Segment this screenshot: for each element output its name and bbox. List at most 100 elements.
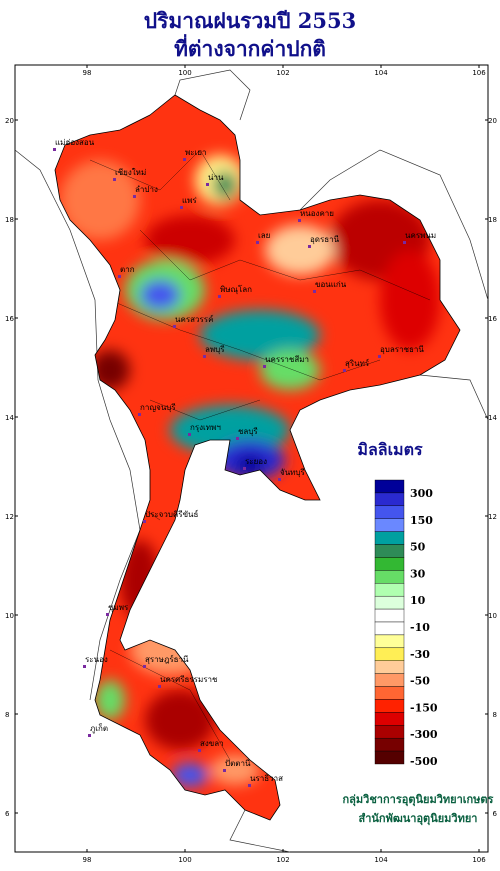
legend-label: -50: [410, 675, 430, 688]
place-label: จันทบุรี: [280, 468, 306, 477]
place-dot: [173, 325, 176, 328]
place-label: สงขลา: [200, 739, 224, 748]
title-line: ที่ต่างจากค่าปกติ: [174, 33, 326, 61]
legend-label: 50: [410, 541, 426, 554]
place-label: ภูเก็ต: [90, 723, 108, 734]
place-dot: [88, 734, 91, 737]
map-frame: [14, 64, 489, 853]
legend-swatch: [374, 712, 405, 726]
legend-swatch: [374, 621, 405, 636]
place-label: กรุงเทพฯ: [190, 423, 221, 432]
place-label: นครพนม: [405, 231, 436, 240]
place-dot: [83, 665, 86, 668]
place-label: นครศรีธรรมราช: [160, 675, 218, 684]
legend-label: 30: [410, 567, 426, 580]
place-dot: [188, 433, 191, 436]
lat-label: 20: [5, 117, 14, 125]
place-dot: [298, 219, 301, 222]
credit-line: สำนักพัฒนาอุตุนิยมวิทยา: [359, 812, 478, 826]
place-dot: [206, 183, 209, 186]
legend-label: 10: [410, 594, 426, 607]
place-dot: [180, 206, 183, 209]
legend-swatch: [374, 647, 405, 661]
legend-swatch: [374, 686, 405, 700]
lat-label: 14: [5, 414, 14, 422]
lat-label: 6: [493, 810, 498, 818]
legend-swatch: [374, 479, 405, 494]
place-label: น่าน: [208, 173, 224, 182]
legend: 300 150 50 30 10 -10 -30 -50 -150 -300 -500: [374, 479, 438, 768]
lat-label: 6: [5, 810, 10, 818]
place-dot: [248, 784, 251, 787]
place-dot: [223, 769, 226, 772]
legend-swatch: [374, 595, 405, 610]
legend-swatch: [374, 583, 405, 597]
place-label: ชุมพร: [108, 603, 129, 612]
lat-label: 16: [488, 315, 497, 323]
legend-label: 300: [410, 487, 433, 500]
place-dot: [198, 749, 201, 752]
legend-label: -10: [410, 621, 430, 634]
place-label: หนองคาย: [300, 209, 334, 218]
lat-label: 18: [5, 216, 14, 224]
lon-label: 98: [83, 69, 92, 77]
lat-label: 10: [488, 612, 497, 620]
lon-label: 104: [374, 856, 388, 864]
legend-swatch: [374, 557, 405, 571]
lon-label: 104: [374, 69, 388, 77]
lat-label: 10: [5, 612, 14, 620]
legend-swatch: [374, 505, 405, 519]
place-label: พะเยา: [185, 148, 206, 157]
place-label: นครสวรรค์: [175, 314, 213, 324]
place-dot: [138, 413, 141, 416]
legend-swatch: [374, 737, 405, 752]
legend-label: 150: [410, 514, 433, 527]
place-label: ลำปาง: [135, 185, 158, 194]
place-label: ประจวบคีรีขันธ์: [145, 509, 199, 519]
place-dot: [278, 478, 281, 481]
place-dot: [143, 520, 146, 523]
legend-label: -500: [410, 755, 438, 768]
neighbor-borders: [14, 69, 489, 853]
place-dot: [256, 241, 259, 244]
place-label: พิษณุโลก: [220, 284, 252, 294]
place-label: ชลบุรี: [238, 427, 258, 436]
place-dot: [183, 158, 186, 161]
place-dot: [106, 613, 109, 616]
legend-swatch: [374, 608, 405, 623]
place-dot: [218, 295, 221, 298]
place-dot: [158, 685, 161, 688]
legend-label: -300: [410, 728, 438, 741]
lon-label: 100: [178, 856, 191, 864]
credit-line: กลุ่มวิชาการอุตุนิยมวิทยาเกษตร: [343, 793, 494, 807]
place-dot: [53, 148, 56, 151]
legend-swatch: [374, 518, 405, 532]
place-dot: [133, 195, 136, 198]
place-dot: [118, 275, 121, 278]
place-label: แม่ฮ่องสอน: [55, 138, 95, 147]
legend-swatch: [374, 699, 405, 713]
place-dot: [403, 241, 406, 244]
place-dot: [236, 437, 239, 440]
place-dot: [313, 290, 316, 293]
place-label: สุราษฎร์ธานี: [145, 654, 189, 664]
lat-label: 8: [493, 711, 497, 719]
lon-label: 106: [472, 69, 486, 77]
legend-swatch: [374, 570, 405, 584]
legend-swatch: [374, 531, 405, 545]
lon-label: 100: [178, 69, 191, 77]
legend-title: มิลลิเมตร: [357, 440, 423, 459]
legend-swatch: [374, 725, 405, 739]
place-label: กาญจนบุรี: [140, 403, 176, 412]
legend-swatch: [374, 634, 405, 649]
lon-label: 102: [276, 69, 289, 77]
lat-label: 20: [488, 117, 497, 125]
legend-label: -30: [410, 648, 430, 661]
place-label: ขอนแก่น: [315, 280, 347, 289]
place-dot: [203, 355, 206, 358]
place-label: ลพบุรี: [205, 345, 225, 354]
legend-swatch: [374, 660, 405, 674]
